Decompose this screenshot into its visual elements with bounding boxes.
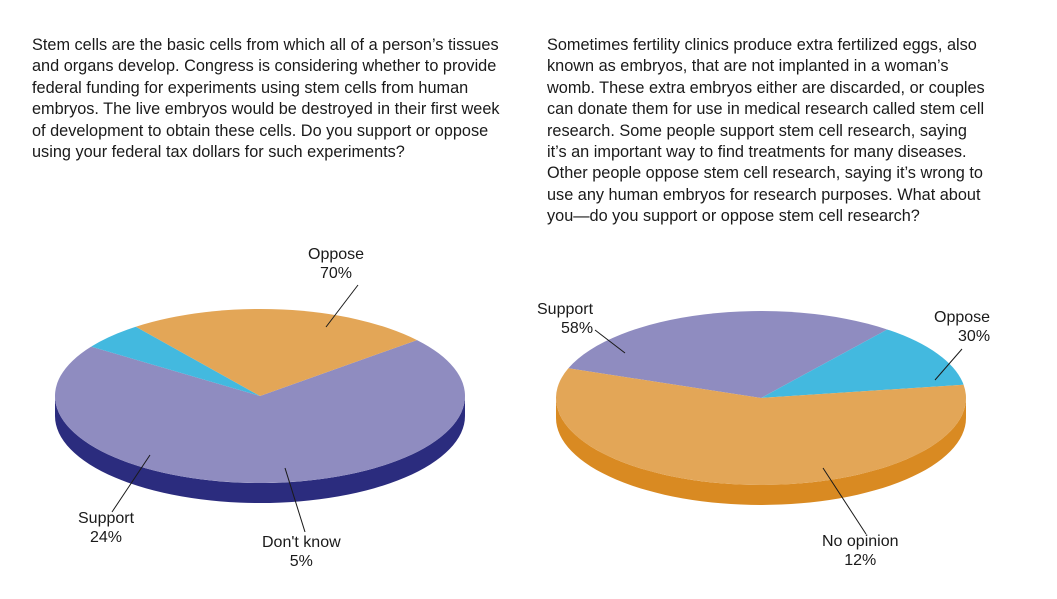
leader-line-support [594, 329, 626, 354]
pie-slice-support [135, 308, 418, 396]
leader-line-oppose [325, 284, 359, 328]
chart2-label-oppose-name: Oppose [934, 309, 991, 326]
chart2-label-support-name: Support [537, 301, 594, 318]
chart2-label-noopinion-value: 12% [844, 552, 877, 569]
chart2-label-noopinion: No opinion 12% [822, 532, 899, 570]
chart2-label-support-value: 58% [561, 320, 594, 337]
chart1-label-dontknow-name: Don't know [262, 534, 341, 551]
chart1-label-oppose-name: Oppose [308, 246, 365, 263]
chart2-label-oppose-value: 30% [958, 328, 991, 345]
chart1-label-dontknow: Don't know 5% [262, 533, 341, 571]
chart1-label-oppose: Oppose 70% [308, 245, 364, 283]
chart1-label-dontknow-value: 5% [289, 553, 313, 570]
pie-slice-oppose [55, 340, 466, 483]
chart2-question: Sometimes fertility clinics produce extr… [547, 36, 985, 226]
chart2-label-support: Support 58% [537, 300, 593, 338]
pie-side-support [556, 398, 966, 505]
chart1-label-support: Support 24% [78, 509, 134, 547]
pie-chart-1 [55, 284, 466, 533]
pie-chart-2 [555, 311, 966, 535]
pie-slice-no-opinion [761, 329, 964, 398]
chart1-label-support-name: Support [78, 510, 135, 527]
chart2-label-noopinion-name: No opinion [822, 533, 899, 550]
pie-slice-support [555, 368, 966, 486]
chart1-label-oppose-value: 70% [320, 265, 353, 282]
leader-line-support [111, 454, 151, 513]
pie-side-oppose [55, 396, 465, 503]
leader-line-don-t-know [284, 467, 306, 533]
pie-slice-oppose [568, 311, 888, 398]
chart1-label-support-value: 24% [90, 529, 123, 546]
leader-line-no-opinion [822, 467, 867, 535]
chart2-label-oppose: Oppose 30% [934, 308, 990, 346]
pie-slice-don-t-know [91, 326, 260, 396]
leader-line-oppose [934, 348, 963, 381]
chart1-question: Stem cells are the basic cells from whic… [32, 36, 500, 162]
